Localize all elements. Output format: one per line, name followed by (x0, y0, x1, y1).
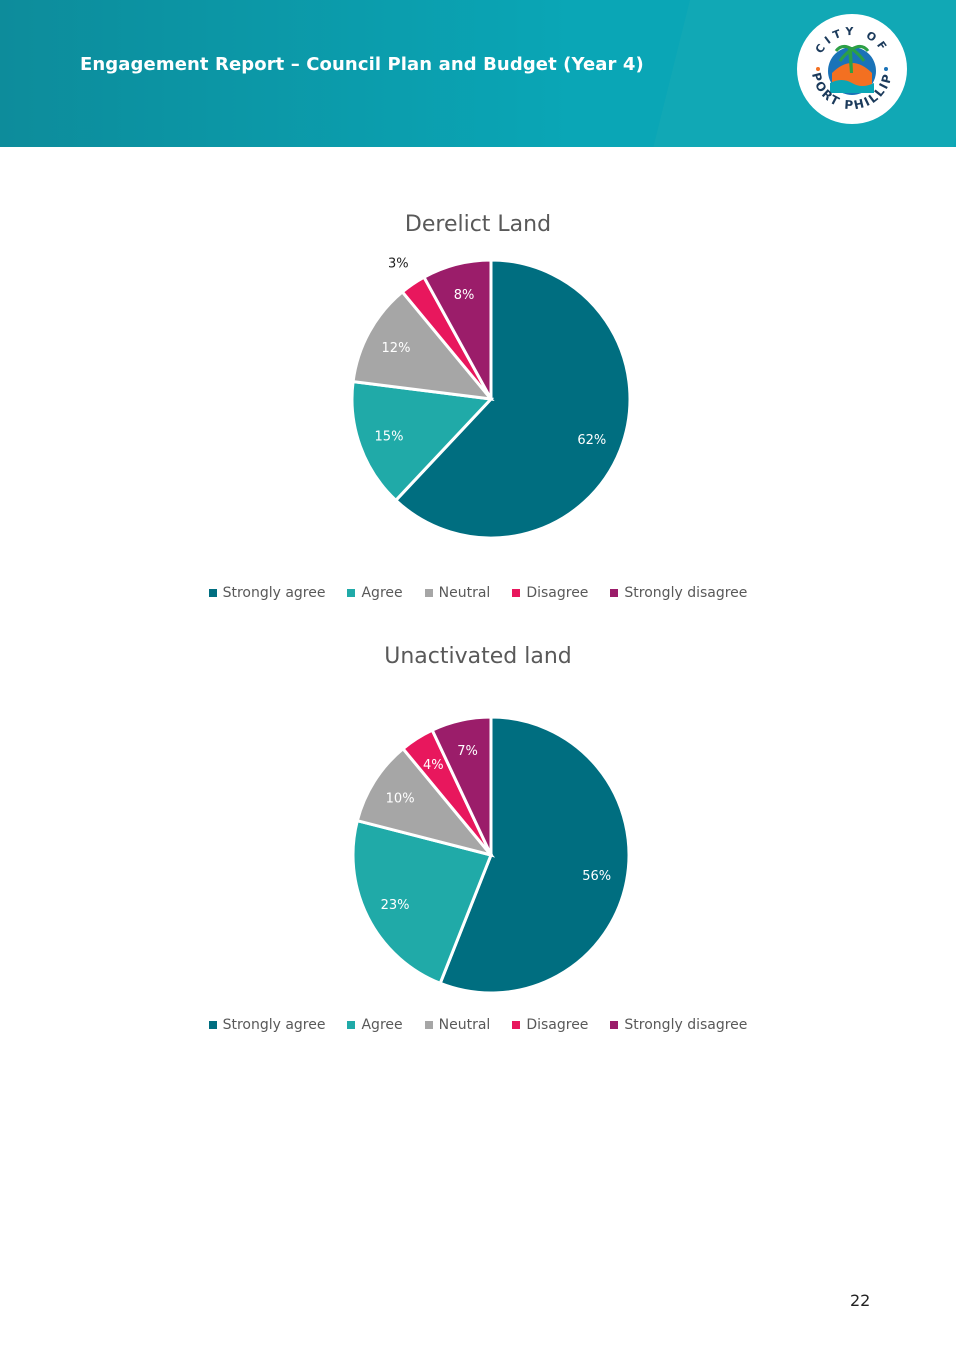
pie-chart-derelict-land: 62% 15% 12% 3% 8% (350, 257, 632, 540)
legend-item-agree: Agree (347, 1017, 403, 1033)
legend-label: Disagree (526, 1017, 589, 1033)
legend-item-strongly-disagree: Strongly disagree (610, 1017, 747, 1033)
legend-item-neutral: Neutral (424, 1017, 491, 1033)
legend-swatch (610, 589, 619, 597)
legend-swatch (208, 589, 217, 597)
report-title: Engagement Report – Council Plan and Bud… (80, 54, 644, 75)
legend-item-disagree: Disagree (512, 585, 588, 601)
data-label-disagree: 4% (423, 758, 444, 773)
legend-swatch (610, 1021, 619, 1029)
legend-label: Strongly disagree (624, 1017, 748, 1033)
legend-swatch (347, 589, 356, 597)
legend-label: Strongly agree (222, 585, 326, 601)
report-header: Engagement Report – Council Plan and Bud… (0, 0, 956, 147)
pie-slice-neutral (351, 289, 495, 401)
legend-swatch (208, 1021, 217, 1029)
data-label-neutral: 10% (386, 791, 415, 806)
legend-swatch (424, 1021, 433, 1029)
data-label-agree: 23% (381, 898, 410, 913)
legend-item-disagree: Disagree (512, 1017, 588, 1033)
pie-slice-neutral (355, 746, 496, 858)
legend-item-agree: Agree (347, 585, 403, 601)
page-number: 22 (850, 1291, 871, 1310)
pie-slice-agree (351, 818, 494, 986)
legend-derelict-land: Strongly agree Agree Neutral Disagree St… (0, 585, 956, 601)
city-logo: CITY OF PORT PHILLIP (797, 14, 907, 124)
data-label-strongly-agree: 56% (582, 869, 611, 884)
data-label-neutral: 12% (382, 341, 411, 356)
legend-unactivated-land: Strongly agree Agree Neutral Disagree St… (0, 1017, 956, 1033)
data-label-agree: 15% (375, 430, 404, 445)
pie-slice-agree (350, 379, 495, 503)
pie-slice-strongly-agree (393, 258, 632, 540)
legend-item-neutral: Neutral (424, 585, 491, 601)
data-label-strongly-disagree: 7% (457, 744, 478, 759)
legend-item-strongly-disagree: Strongly disagree (610, 585, 747, 601)
legend-label: Strongly disagree (624, 585, 748, 601)
data-label-disagree: 3% (388, 257, 409, 272)
legend-item-strongly-agree: Strongly agree (208, 1017, 326, 1033)
legend-label: Agree (361, 585, 403, 601)
legend-swatch (424, 589, 433, 597)
legend-label: Neutral (438, 1017, 491, 1033)
legend-label: Neutral (438, 585, 491, 601)
chart-title-unactivated-land: Unactivated land (384, 644, 572, 669)
legend-label: Disagree (526, 585, 589, 601)
pie-chart-unactivated-land: 56% 23% 10% 4% 7% (351, 715, 631, 995)
data-label-strongly-disagree: 8% (454, 288, 475, 303)
legend-swatch (512, 1021, 521, 1029)
legend-item-strongly-agree: Strongly agree (208, 585, 326, 601)
legend-label: Agree (361, 1017, 403, 1033)
pie-slice-strongly-agree (438, 715, 631, 995)
legend-swatch (512, 589, 521, 597)
data-label-strongly-agree: 62% (577, 433, 606, 448)
legend-label: Strongly agree (222, 1017, 326, 1033)
pie-slice-strongly-disagree (421, 258, 493, 400)
chart-title-derelict-land: Derelict Land (404, 212, 552, 237)
pie-slice-strongly-disagree (430, 715, 493, 856)
legend-swatch (347, 1021, 356, 1029)
